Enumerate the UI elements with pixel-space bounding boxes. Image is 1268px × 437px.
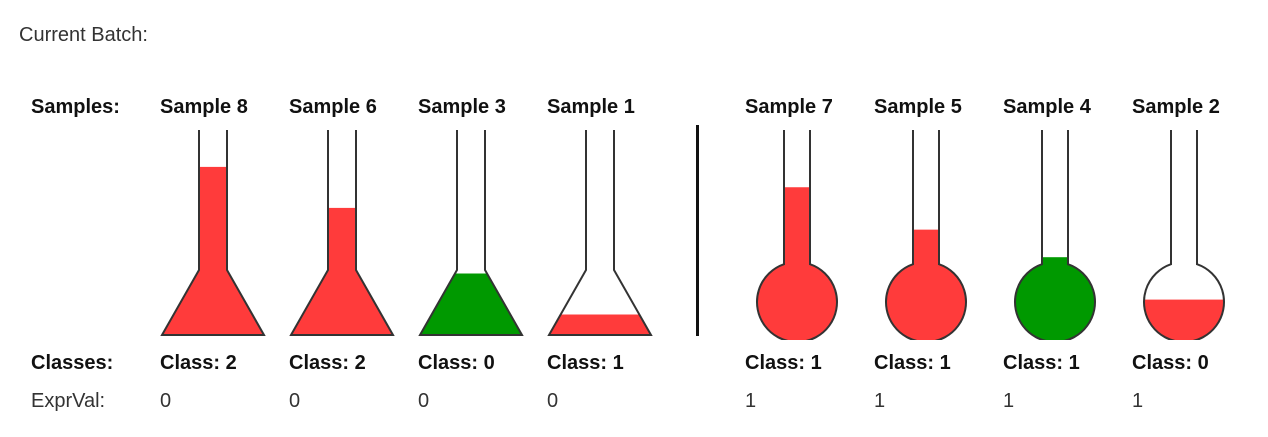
expr-value: 1 (874, 390, 886, 412)
round-flask-icon (1143, 130, 1225, 340)
expr-value: 0 (547, 390, 559, 412)
expr-value: 1 (1132, 390, 1144, 412)
round-flask-icon (756, 130, 838, 340)
class-label: Class: 1 (547, 352, 624, 374)
sample-name: Sample 8 (160, 96, 248, 118)
expr-value: 0 (289, 390, 301, 412)
exprval-row-label: ExprVal: (31, 390, 106, 412)
sample-name: Sample 1 (547, 96, 635, 118)
class-label: Class: 2 (289, 352, 366, 374)
conical-flask-icon (160, 130, 266, 336)
round-flask-icon (885, 130, 967, 340)
class-label: Class: 0 (1132, 352, 1209, 374)
group-divider (696, 125, 699, 336)
expr-value: 0 (418, 390, 430, 412)
class-label: Class: 1 (745, 352, 822, 374)
conical-flask-icon (418, 130, 524, 336)
sample-name: Sample 4 (1003, 96, 1091, 118)
class-label: Class: 0 (418, 352, 495, 374)
sample-name: Sample 6 (289, 96, 377, 118)
expr-value: 1 (745, 390, 757, 412)
sample-name: Sample 2 (1132, 96, 1220, 118)
class-label: Class: 1 (874, 352, 951, 374)
classes-row-label: Classes: (31, 352, 114, 374)
sample-name: Sample 5 (874, 96, 962, 118)
batch-title: Current Batch: (19, 24, 148, 46)
expr-value: 1 (1003, 390, 1015, 412)
sample-name: Sample 7 (745, 96, 833, 118)
class-label: Class: 2 (160, 352, 237, 374)
round-flask-icon (1014, 130, 1096, 340)
sample-name: Sample 3 (418, 96, 506, 118)
conical-flask-icon (289, 130, 395, 336)
expr-value: 0 (160, 390, 172, 412)
class-label: Class: 1 (1003, 352, 1080, 374)
samples-row-label: Samples: (31, 96, 120, 118)
conical-flask-icon (547, 130, 653, 336)
